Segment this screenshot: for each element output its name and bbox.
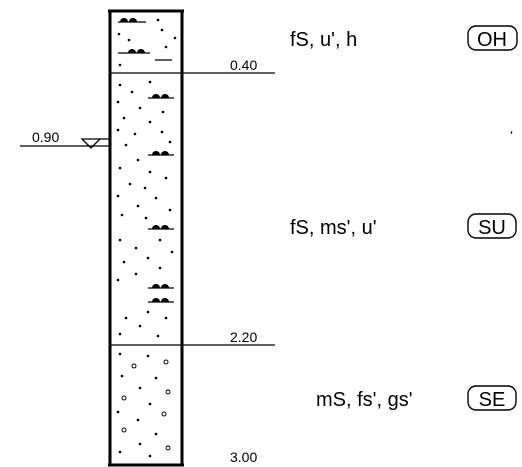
borehole-column	[108, 9, 184, 467]
groundwater-depth-label: 0.90	[32, 129, 59, 145]
layer-1-code-box: OH	[467, 25, 518, 51]
layer-2-description: fS, ms', u'	[290, 217, 377, 239]
layer-3-pattern	[116, 352, 171, 458]
stray-mark	[510, 130, 513, 135]
layer-3-description: mS, fs', gs'	[316, 389, 413, 411]
layer-3-code: SE	[479, 389, 506, 411]
depth-label-040: 0.40	[230, 57, 257, 73]
layer-2-code: SU	[478, 217, 506, 239]
layer-2-pattern	[116, 80, 174, 338]
depth-label-300: 3.00	[230, 449, 257, 465]
layer-1-pattern	[117, 18, 177, 67]
groundwater-marker: 0.90	[20, 129, 110, 149]
layer-1-code: OH	[477, 29, 507, 51]
depth-label-220: 2.20	[230, 329, 257, 345]
layer-3-code-box: SE	[467, 385, 517, 411]
groundwater-triangle-icon	[80, 138, 102, 149]
layer-1-description: fS, u', h	[290, 29, 357, 51]
layer-2-code-box: SU	[467, 213, 517, 239]
